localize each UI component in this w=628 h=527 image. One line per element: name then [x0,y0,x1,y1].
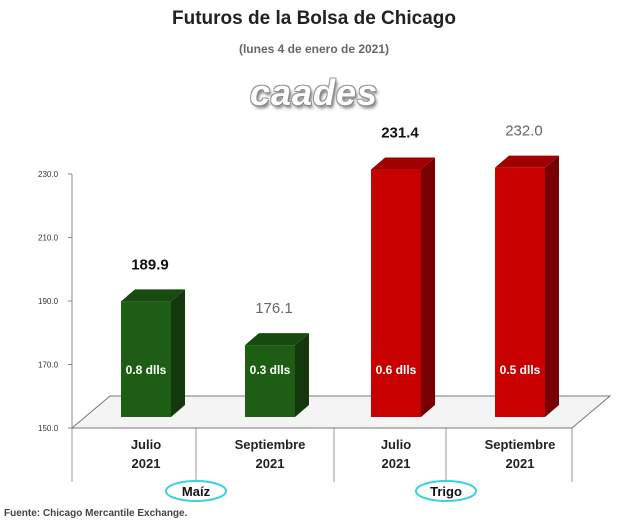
bar-value-label: 231.4 [381,125,419,142]
y-tick-label: 210.0 [38,234,59,243]
bar-value-label: 176.1 [255,300,293,317]
bar-inner-label: 0.8 dlls [126,363,167,377]
x-tick-label: 2021 [506,456,535,471]
group-ellipse [415,480,477,502]
x-tick-label: Septiembre [485,437,556,452]
bar-side [421,157,435,417]
group-label: Maíz [182,484,211,499]
bar [121,301,171,417]
bar [371,169,421,417]
bar-inner-label: 0.6 dlls [376,363,417,377]
x-tick-label: 2021 [382,456,411,471]
bar-side [545,155,559,417]
group-labels: Maíz Trigo [165,480,477,502]
chart-subtitle: (lunes 4 de enero de 2021) [238,42,390,56]
x-tick-label: Septiembre [235,437,306,452]
y-axis: 150.0 170.0 190.0 210.0 230.0 [38,170,73,433]
bar-value-label: 232.0 [505,123,543,140]
group-label: Trigo [430,484,462,499]
y-tick-label: 150.0 [38,424,59,433]
caades-logo: caades [249,72,379,113]
y-tick-label: 190.0 [38,297,59,306]
bar-side [295,333,309,417]
source-note: Fuente: Chicago Mercantile Exchange. [4,508,188,519]
x-tick-label: Julio [381,437,411,452]
bar-group: 0.3 dlls 176.1 [245,300,309,417]
bar-value-label: 189.9 [131,256,169,273]
group-ellipse [165,480,227,502]
bar-side [171,289,185,417]
bar-group: 0.6 dlls 231.4 [371,125,435,417]
x-tick-label: 2021 [132,456,161,471]
x-tick-label: Julio [131,437,161,452]
bar [245,345,295,417]
bar [495,167,545,417]
y-tick-label: 230.0 [38,170,59,179]
group-badge: Trigo [415,480,477,502]
bar-top [121,289,185,302]
bar-top [495,155,559,168]
bar-group: 0.5 dlls 232.0 [495,123,559,417]
bar-inner-label: 0.5 dlls [500,363,541,377]
bar-group: 0.8 dlls 189.9 [121,256,185,417]
bar-top [371,157,435,170]
group-badge: Maíz [165,480,227,502]
bar-inner-label: 0.3 dlls [250,363,291,377]
bar-top [245,333,309,346]
x-tick-label: 2021 [256,456,285,471]
y-tick-label: 170.0 [38,361,59,370]
chart-title: Futuros de la Bolsa de Chicago [172,8,456,29]
x-axis-labels: Julio 2021 Septiembre 2021 Julio 2021 Septiemb… [71,427,573,482]
